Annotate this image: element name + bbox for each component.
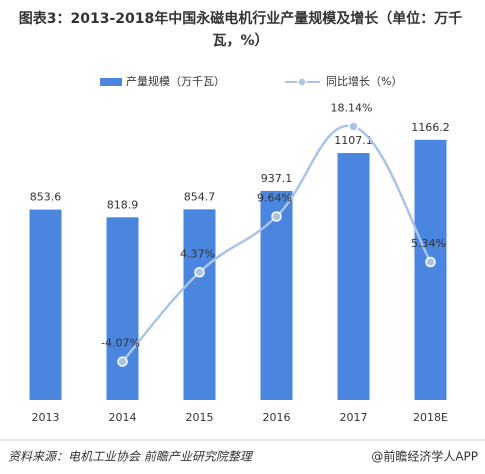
x-tick-label: 2014 [109,411,137,424]
line-marker [271,211,282,222]
x-tick-label: 2018E [413,411,448,424]
bar [106,217,139,400]
brand: @前瞻经济学人APP [371,449,478,464]
line-marker [348,121,359,132]
line [121,124,432,363]
line-value-label: -4.07% [101,337,140,350]
line-value-label: 18.14% [331,102,373,115]
bar-value-label: 853.6 [30,191,62,204]
legend-label: 同比增长（%） [326,74,402,88]
legend-swatch [297,77,307,87]
bar-value-label: 818.9 [107,198,139,211]
x-tick-label: 2017 [340,411,368,424]
x-tick-label: 2013 [32,411,60,424]
line-marker [425,256,436,268]
legend-swatch [100,78,122,86]
bar-value-label: 854.7 [184,190,216,203]
bar [337,153,370,400]
bar [29,209,62,400]
legend-label: 产量规模（万千瓦） [126,74,225,88]
line-marker [194,267,205,278]
bar [183,209,216,400]
bar-value-label: 1166.2 [411,121,450,134]
line-marker [117,356,128,367]
line-value-label: 9.64% [257,191,292,204]
line-value-label: 4.37% [180,247,215,260]
bar [414,139,447,400]
x-tick-label: 2016 [263,411,291,424]
source: 资料来源：电机工业协会 前瞻产业研究院整理 [8,450,254,464]
x-tick-label: 2015 [186,411,214,424]
bar [260,190,293,400]
line-value-label: 5.34% [411,237,446,250]
bar-value-label: 937.1 [261,172,293,185]
bar-value-label: 1107.1 [334,134,373,147]
chart-title: 图表3：2013-2018年中国永磁电机行业产量规模及增长（单位：万千瓦，%） [18,11,463,49]
